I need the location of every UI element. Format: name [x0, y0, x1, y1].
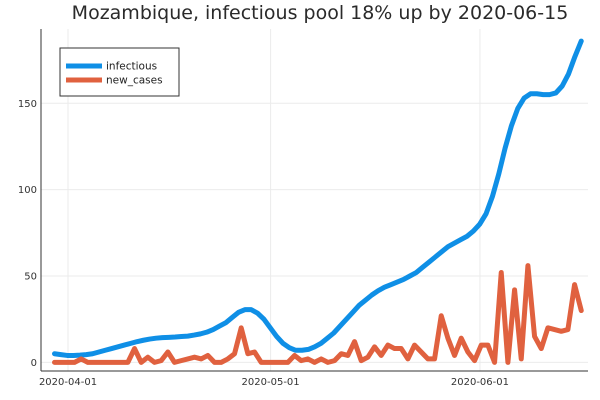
- legend-box: [59, 47, 180, 97]
- chart-title: Mozambique, infectious pool 18% up by 20…: [72, 2, 569, 24]
- x-tick-label: 2020-05-01: [242, 377, 300, 388]
- y-tick-label: 50: [24, 272, 37, 283]
- y-tick-label: 150: [18, 99, 37, 110]
- series-line-new-cases: [52, 263, 584, 365]
- axes: 2020-04-01 2020-05-01 2020-06-01 0 50 100 150: [18, 29, 588, 388]
- legend: infectious new_cases: [59, 47, 180, 97]
- series-layer: [52, 38, 584, 365]
- y-tick-label: 100: [18, 185, 37, 196]
- y-tick-label: 0: [31, 358, 37, 369]
- x-tick-label: 2020-04-01: [39, 377, 97, 388]
- x-tick-label: 2020-06-01: [451, 377, 509, 388]
- legend-label: new_cases: [106, 75, 163, 87]
- series-line-infectious: [52, 38, 584, 358]
- grid: [41, 29, 588, 371]
- legend-label: infectious: [106, 61, 157, 73]
